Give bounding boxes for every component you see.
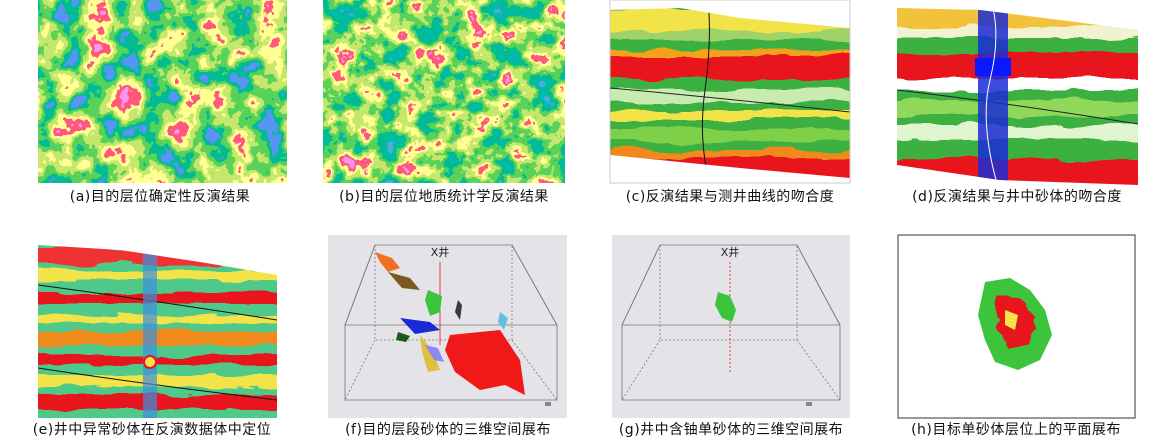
3d-view xyxy=(328,235,567,418)
caption: (e)井中异常砂体在反演数据体中定位 xyxy=(33,422,272,438)
caption: (b)目的层位地质统计学反演结果 xyxy=(339,189,549,205)
seismic-section xyxy=(897,8,1138,185)
inversion-map xyxy=(38,0,287,183)
plan-view xyxy=(897,234,1136,419)
seismic-section xyxy=(610,8,850,178)
seismic-section xyxy=(38,245,277,418)
caption: (d)反演结果与井中砂体的吻合度 xyxy=(912,189,1122,205)
caption: (c)反演结果与测井曲线的吻合度 xyxy=(626,189,835,205)
caption: (a)目的层位确定性反演结果 xyxy=(70,189,251,205)
inversion-map xyxy=(323,0,565,183)
well-label: X井 xyxy=(721,245,740,259)
3d-view xyxy=(612,235,850,418)
caption: (h)目标单砂体层位上的平面展布 xyxy=(911,422,1121,438)
well-label: X井 xyxy=(431,245,450,259)
caption: (f)目的层段砂体的三维空间展布 xyxy=(345,422,551,438)
caption: (g)井中含铀单砂体的三维空间展布 xyxy=(619,422,843,438)
